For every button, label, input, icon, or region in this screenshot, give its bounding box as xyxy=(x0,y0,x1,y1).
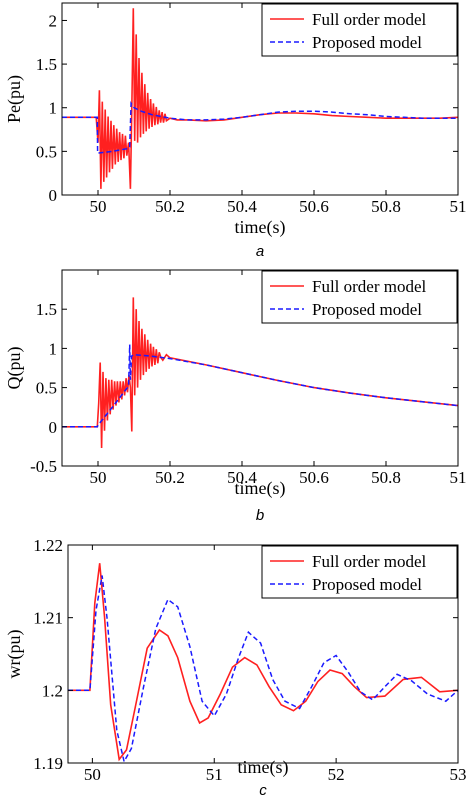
proposed-series-line-c xyxy=(68,575,458,763)
legend: Full order model Proposed model xyxy=(261,270,458,324)
chart-panel-c: 50 51 52 53 1.19 1.2 1.21 1.22 time(s) wr(pu) c Ful… xyxy=(4,536,467,799)
y-tick-label: 0 xyxy=(49,186,58,205)
plot-frame-c xyxy=(67,544,459,764)
plot-frame-b xyxy=(61,269,459,467)
x-tick-label: 50.8 xyxy=(371,197,401,216)
chart-panel-b: 50 50.2 50.4 50.6 50.8 51 -0.5 0 0.5 1 1.5 time(s) Q… xyxy=(4,269,467,524)
x-tick-label: 51 xyxy=(206,765,223,784)
panel-caption: b xyxy=(256,507,264,524)
full-order-series-line-b xyxy=(62,297,458,449)
y-tick-label: 0.5 xyxy=(36,379,57,398)
y-tick-label: 1 xyxy=(49,99,58,118)
x-tick-label: 50 xyxy=(90,468,107,487)
legend-label-proposed: Proposed model xyxy=(312,33,422,52)
chart-panel-a: 50 50.2 50.4 50.6 50.8 51 0 0.5 1 1.5 2 time(s) Pe(p… xyxy=(4,2,467,260)
x-tick-label: 50.6 xyxy=(299,468,329,487)
y-tick-label: 2 xyxy=(49,11,58,30)
legend: Full order model Proposed model xyxy=(261,3,458,57)
y-tick-label: 1.5 xyxy=(36,55,57,74)
x-tick-label: 50.6 xyxy=(299,197,329,216)
x-axis-label: time(s) xyxy=(238,757,289,778)
legend-label-proposed: Proposed model xyxy=(312,575,422,594)
panel-caption: c xyxy=(259,782,267,799)
y-tick-label: 1.5 xyxy=(36,300,57,319)
legend-box xyxy=(261,545,458,599)
y-tick-label: 1.22 xyxy=(33,536,63,555)
y-axis-label: wr(pu) xyxy=(4,630,25,679)
legend-label-proposed: Proposed model xyxy=(312,300,422,319)
proposed-series-line-b xyxy=(62,344,458,428)
legend-label-full-order: Full order model xyxy=(312,277,427,296)
x-tick-label: 51 xyxy=(450,468,467,487)
plot-frame-a xyxy=(61,2,459,196)
legend-label-full-order: Full order model xyxy=(312,552,427,571)
y-tick-label: 1.21 xyxy=(33,609,63,628)
y-tick-label: -0.5 xyxy=(30,457,57,476)
x-axis-label: time(s) xyxy=(235,217,286,238)
x-tick-label: 50 xyxy=(84,765,101,784)
x-tick-label: 53 xyxy=(450,765,467,784)
y-axis-label: Pe(pu) xyxy=(4,75,25,123)
legend-box xyxy=(261,3,458,57)
x-tick-label: 51 xyxy=(450,197,467,216)
full-order-series-line-a xyxy=(62,8,458,189)
x-tick-label: 50.8 xyxy=(371,468,401,487)
y-tick-label: 1 xyxy=(49,339,58,358)
legend-label-full-order: Full order model xyxy=(312,10,427,29)
y-tick-label: 1.19 xyxy=(33,754,63,773)
full-order-series-line-c xyxy=(68,563,458,762)
x-tick-label: 50.2 xyxy=(155,197,185,216)
legend-box xyxy=(261,270,458,324)
x-tick-label: 50 xyxy=(90,197,107,216)
y-axis-label: Q(pu) xyxy=(4,347,25,390)
x-tick-label: 50.4 xyxy=(227,468,257,487)
legend: Full order model Proposed model xyxy=(261,545,458,599)
y-tick-label: 0 xyxy=(49,418,58,437)
y-tick-label: 0.5 xyxy=(36,142,57,161)
x-tick-label: 50.2 xyxy=(155,468,185,487)
y-tick-label: 1.2 xyxy=(42,681,63,700)
panel-caption: a xyxy=(256,243,264,260)
x-tick-label: 52 xyxy=(328,765,345,784)
x-tick-label: 50.4 xyxy=(227,197,257,216)
proposed-series-line-a xyxy=(62,101,458,154)
x-axis-label: time(s) xyxy=(235,478,286,499)
